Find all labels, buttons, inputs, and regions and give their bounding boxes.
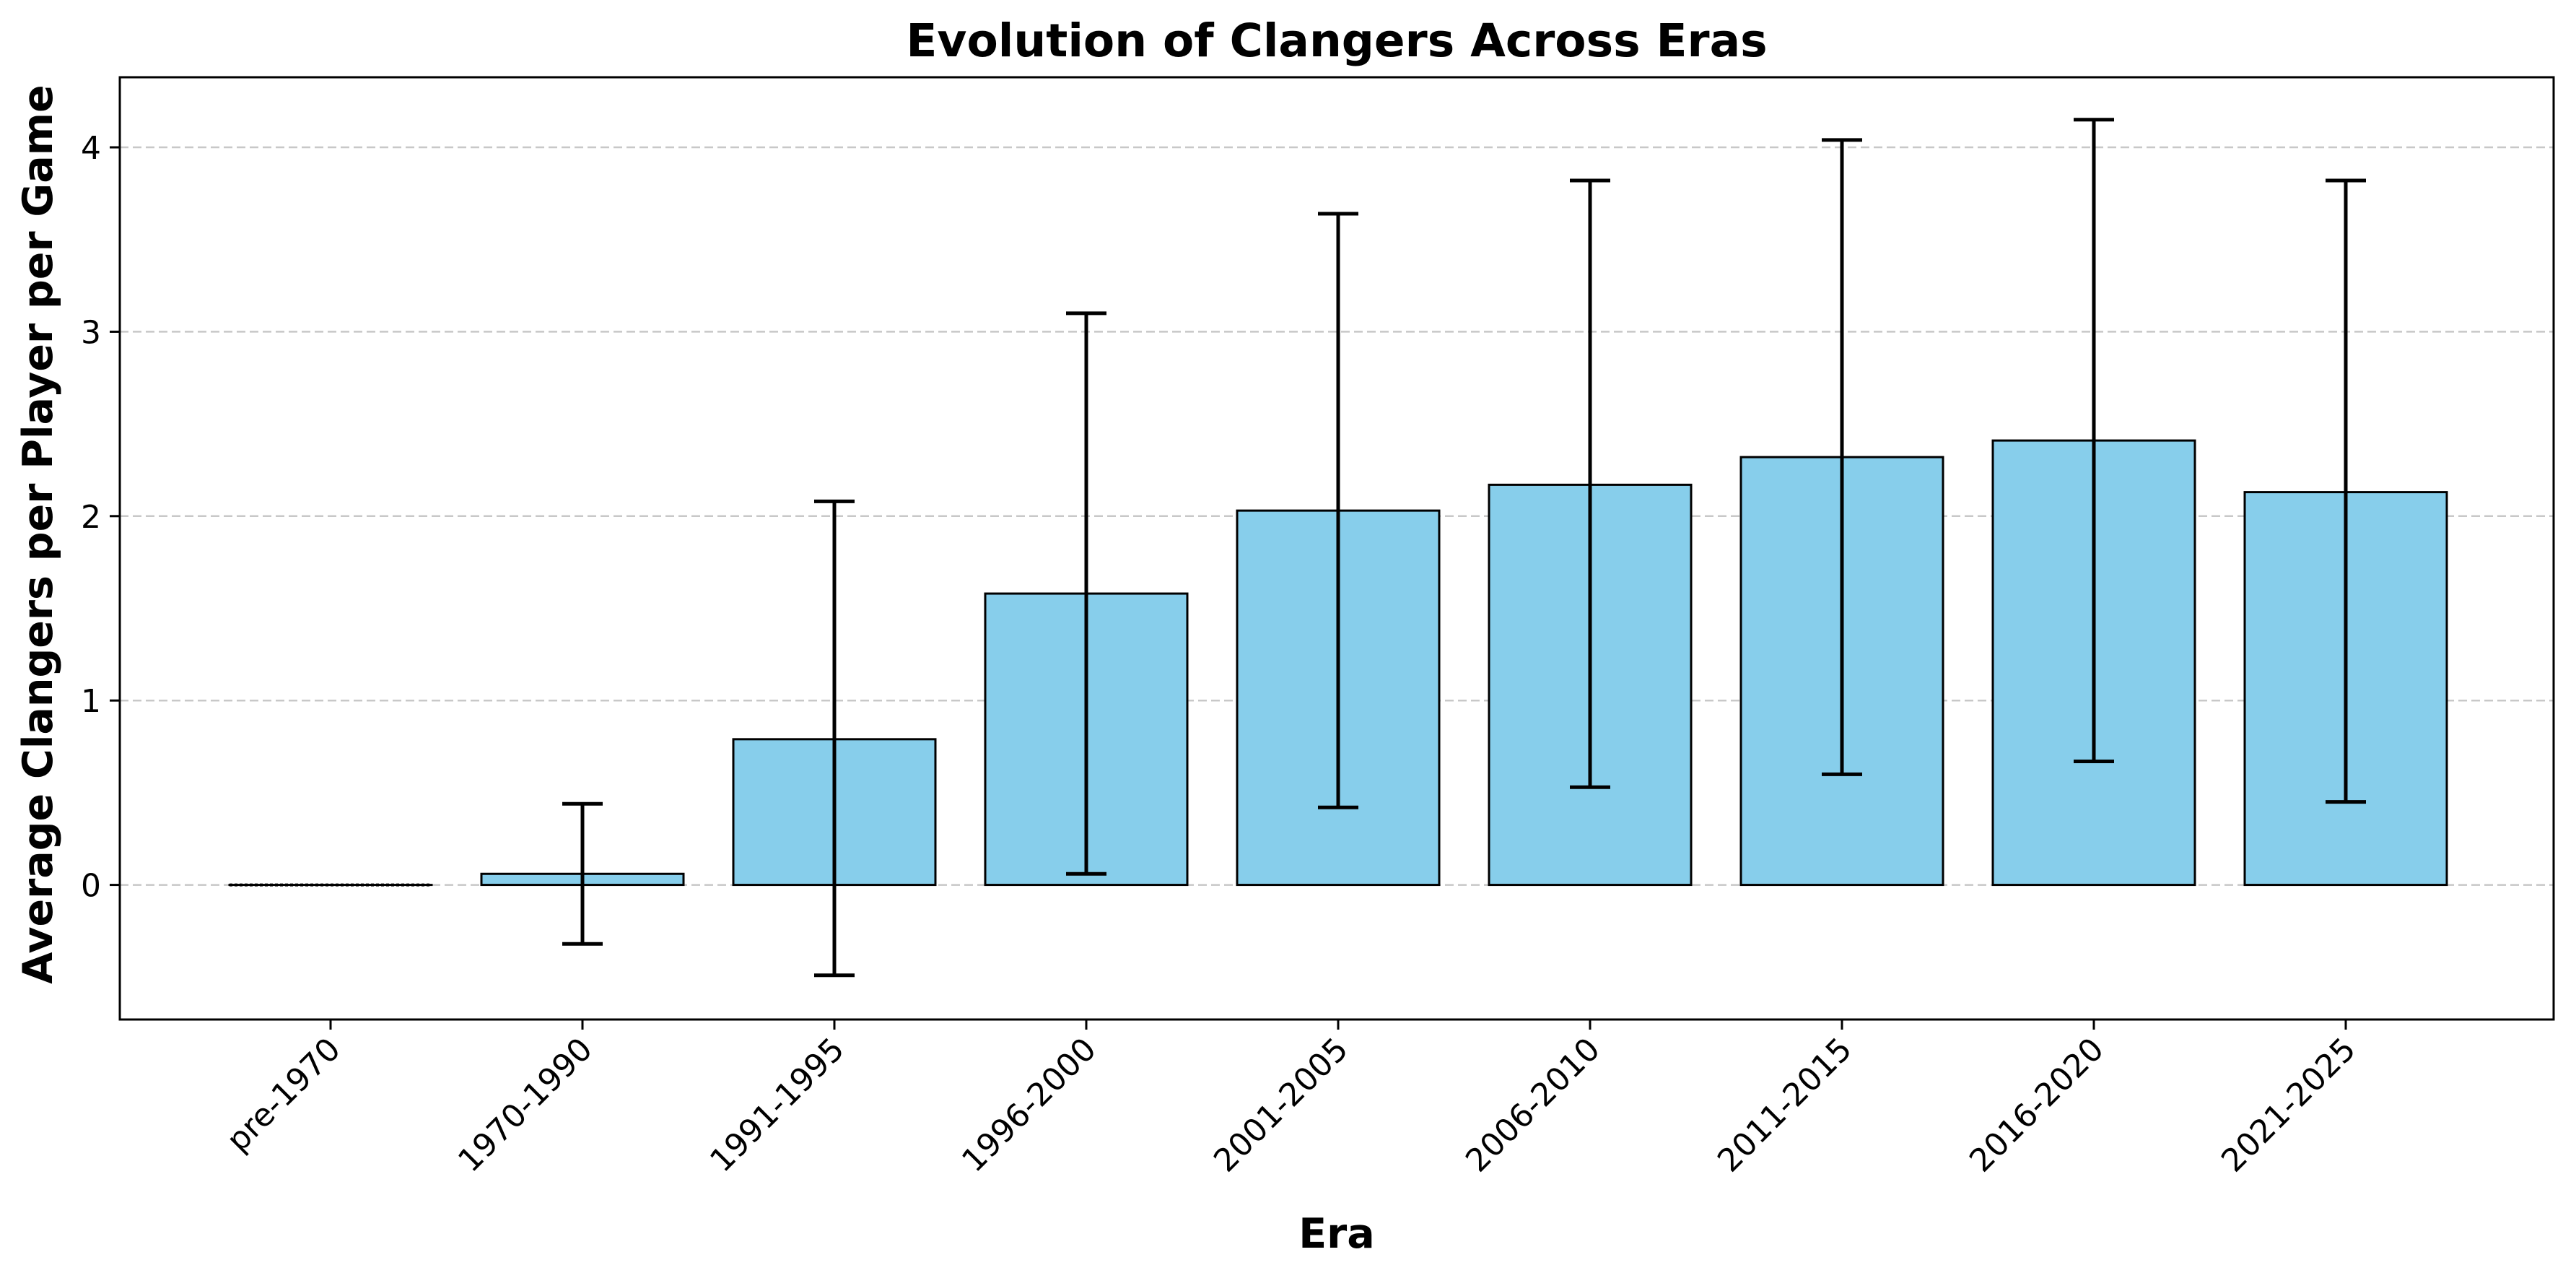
y-tick-label: 0	[81, 868, 101, 905]
y-axis-ticks: 0 1 2 3 4	[81, 130, 120, 905]
error-bar-2016-2020	[2074, 118, 2114, 763]
error-bar-1970-1990	[562, 801, 603, 946]
x-axis-label: Era	[1298, 1210, 1375, 1258]
plot-frame	[118, 76, 2555, 1021]
chart-title: Evolution of Clangers Across Eras	[906, 14, 1767, 67]
error-bar-1996-2000	[1066, 311, 1106, 876]
error-bar-2001-2005	[1318, 212, 1358, 809]
y-axis-label: Average Clangers per Player per Game	[14, 84, 62, 983]
y-tick-label: 3	[81, 314, 101, 351]
y-tick-label: 4	[81, 130, 101, 167]
error-bar-2006-2010	[1570, 178, 1610, 789]
error-bars	[230, 118, 2366, 978]
error-bar-2021-2025	[2326, 178, 2366, 804]
error-bar-2011-2015	[1822, 138, 1862, 776]
error-bar-1991-1995	[814, 499, 855, 978]
y-tick-label: 1	[81, 683, 101, 720]
y-tick-label: 2	[81, 499, 101, 536]
